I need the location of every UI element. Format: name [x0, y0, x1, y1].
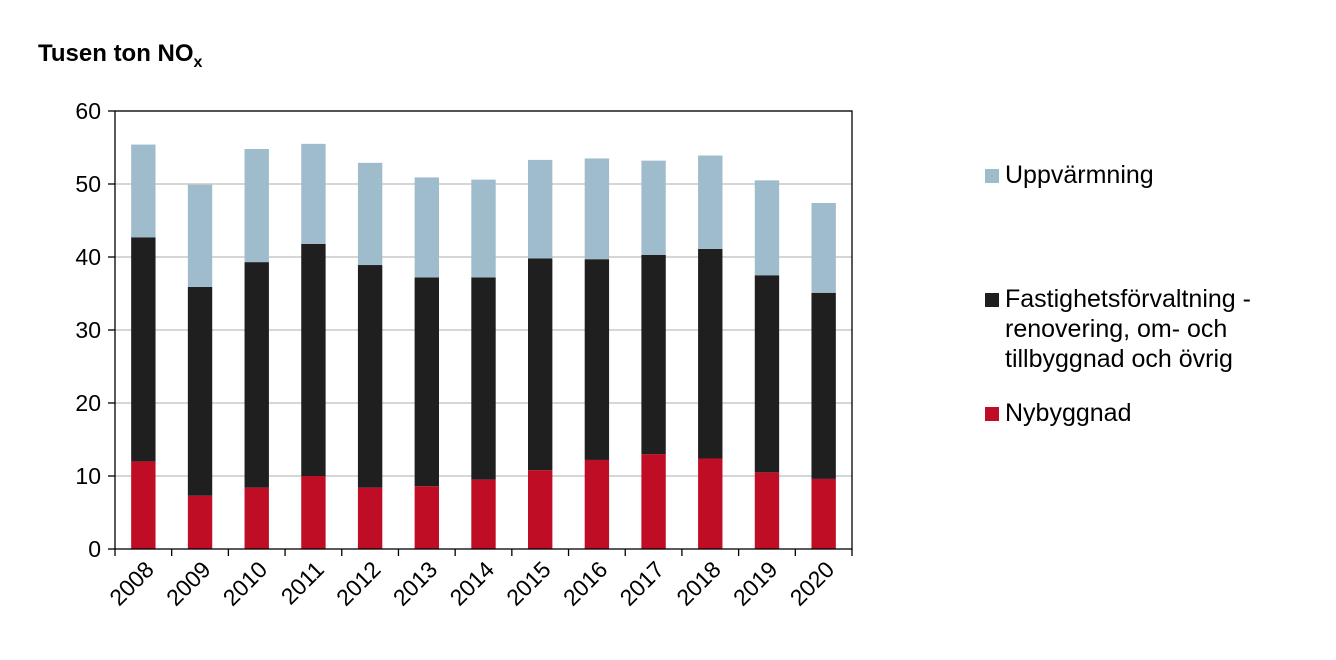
- bar-segment: [471, 277, 496, 480]
- bar-segment: [641, 254, 666, 455]
- bar-segment: [131, 237, 156, 462]
- bar-segment: [301, 143, 326, 244]
- x-tick-label: 2013: [388, 556, 443, 611]
- bar-segment: [698, 155, 723, 249]
- y-tick-label: 10: [75, 463, 101, 489]
- bar-segment: [641, 454, 666, 549]
- bar-segment: [187, 184, 213, 287]
- legend-label-nybyggnad: Nybyggnad: [1005, 399, 1132, 427]
- bar-segment: [811, 292, 836, 479]
- bar-segment: [244, 262, 269, 488]
- bar-segment: [698, 248, 723, 459]
- x-tick-label: 2016: [558, 556, 613, 611]
- legend-label-fastighetsforvaltning: Fastighetsförvaltning - renovering, om- …: [1005, 285, 1251, 373]
- legend-swatch-nybyggnad: [985, 407, 999, 421]
- bar-segment: [811, 202, 836, 293]
- bar-segment: [528, 159, 553, 259]
- bar-segment: [754, 275, 780, 473]
- legend-label-uppvarmning: Uppvärmning: [1005, 161, 1154, 189]
- bar-segment: [244, 487, 269, 549]
- bar-segment: [414, 177, 439, 278]
- x-tick-label: 2017: [615, 556, 670, 611]
- bar-segment: [357, 162, 383, 266]
- x-tick-label: 2015: [501, 556, 556, 611]
- bar-segment: [471, 179, 496, 278]
- y-tick-label: 50: [75, 171, 101, 197]
- y-tick-label: 60: [75, 98, 101, 124]
- x-tick-label: 2020: [785, 556, 840, 611]
- bars: [131, 143, 836, 549]
- bar-segment: [584, 459, 610, 549]
- legend-swatch-uppvarmning: [985, 169, 999, 183]
- axes: [108, 110, 853, 556]
- bar-segment: [754, 180, 780, 276]
- bar-segment: [528, 258, 553, 471]
- bar-segment: [357, 265, 383, 488]
- bar-segment: [187, 495, 213, 549]
- bar-segment: [414, 277, 439, 487]
- bar-segment: [301, 476, 326, 549]
- y-tick-label: 20: [75, 390, 101, 416]
- bar-segment: [584, 259, 610, 460]
- x-tick-label: 2008: [104, 556, 159, 611]
- bar-segment: [754, 472, 780, 549]
- chart-title: Tusen ton NOx: [38, 40, 203, 71]
- bar-segment: [131, 461, 156, 549]
- y-tick-label: 30: [75, 317, 101, 343]
- bar-segment: [471, 479, 496, 549]
- bar-segment: [187, 286, 213, 496]
- x-tick-label: 2019: [728, 556, 783, 611]
- legend-item-fastighetsforvaltning: Fastighetsförvaltning - renovering, om- …: [985, 284, 1295, 374]
- legend-item-nybyggnad: Nybyggnad: [985, 398, 1131, 428]
- y-tick-label: 0: [88, 536, 101, 562]
- bar-segment: [811, 478, 836, 549]
- x-tick-label: 2014: [444, 556, 499, 611]
- x-tick-label: 2011: [276, 556, 329, 609]
- x-tick-label: 2009: [161, 556, 216, 611]
- bar-segment: [301, 243, 326, 476]
- x-tick-label: 2018: [671, 556, 726, 611]
- bar-segment: [584, 158, 610, 260]
- y-tick-label: 40: [75, 244, 101, 270]
- bar-segment: [641, 160, 666, 255]
- x-tick-label: 2012: [331, 556, 386, 611]
- bar-segment: [528, 470, 553, 549]
- legend-item-uppvarmning: Uppvärmning: [985, 160, 1154, 190]
- bar-segment: [131, 144, 156, 238]
- bar-segment: [357, 487, 383, 549]
- bar-segment: [698, 458, 723, 549]
- x-tick-label: 2010: [218, 556, 273, 611]
- bar-segment: [244, 148, 269, 263]
- bar-segment: [414, 486, 439, 549]
- legend-swatch-fastighetsforvaltning: [985, 293, 999, 307]
